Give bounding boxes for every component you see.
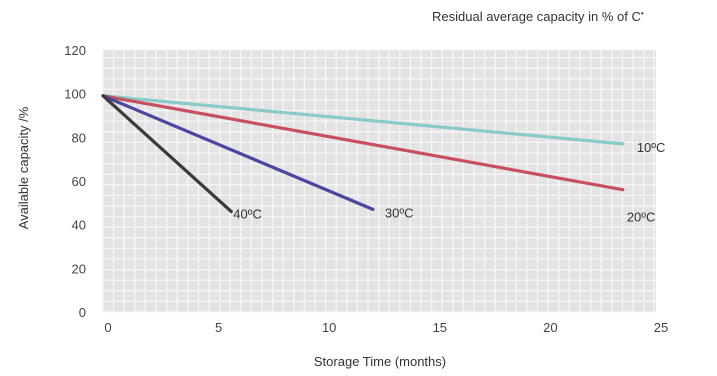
series-label-10-c: 10ºC — [637, 140, 666, 155]
y-axis-label: Available capacity /% — [16, 106, 31, 229]
x-axis-ticks: 0 5 10 15 20 25 — [104, 320, 668, 335]
x-tick-label: 10 — [322, 320, 336, 335]
y-axis-ticks: 0 20 40 60 80 100 120 — [64, 43, 86, 320]
series-label-20-c: 20ºC — [627, 210, 656, 225]
y-tick-label: 40 — [72, 218, 86, 233]
series-label-30-c: 30ºC — [385, 205, 414, 220]
x-axis-label: Storage Time (months) — [314, 354, 446, 369]
series-labels: 10ºC 20ºC 30ºC 40ºC — [233, 140, 665, 225]
series-line-40-c — [101, 94, 233, 214]
chart-series — [101, 94, 625, 214]
y-tick-label: 120 — [64, 43, 86, 58]
chart-title: Residual average capacity in % of C• — [432, 9, 644, 24]
x-tick-label: 5 — [215, 320, 222, 335]
y-tick-label: 60 — [72, 174, 86, 189]
chart-title-suffix: • — [641, 9, 644, 18]
y-tick-label: 20 — [72, 261, 86, 276]
series-line-10-c — [101, 94, 625, 146]
y-tick-label: 0 — [79, 305, 86, 320]
x-tick-label: 0 — [104, 320, 111, 335]
series-label-40-c: 40ºC — [233, 207, 262, 222]
x-tick-label: 25 — [654, 320, 668, 335]
series-line-30-c — [101, 94, 375, 211]
x-tick-label: 15 — [433, 320, 447, 335]
y-tick-label: 100 — [64, 87, 86, 102]
y-tick-label: 80 — [72, 130, 86, 145]
x-tick-label: 20 — [543, 320, 557, 335]
series-line-20-c — [101, 94, 625, 192]
